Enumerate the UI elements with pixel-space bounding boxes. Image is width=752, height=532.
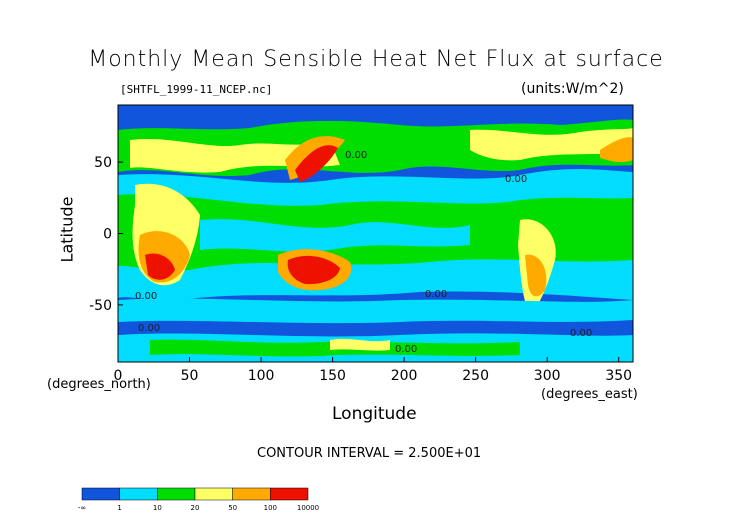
colorbar-swatch (119, 487, 158, 501)
contour-label: 0.00 (138, 323, 160, 334)
colorbar-label: 100 (264, 504, 277, 512)
x-axis-ticks: 0 50 100 150 200 250 300 350 (114, 357, 632, 384)
equatorial-band (200, 219, 470, 252)
colorbar-swatch (232, 487, 271, 501)
x-tick-label: 150 (319, 368, 346, 384)
colorbar-swatch (157, 487, 196, 501)
southern-ocean-cyan (118, 298, 633, 324)
colorbar: -∞ 1 10 20 50 100 10000 (78, 487, 319, 512)
colorbar-label: 20 (191, 504, 200, 512)
x-tick-label: 300 (534, 368, 561, 384)
contour-label: 0.00 (345, 150, 367, 161)
y-axis-unit-note: (degrees_north) (47, 377, 151, 392)
colorbar-swatch (270, 487, 309, 501)
y-tick-label: 0 (103, 227, 112, 243)
north-america-yellow (470, 128, 633, 161)
chart-title: Monthly Mean Sensible Heat Net Flux at s… (88, 47, 664, 72)
contour-interval-note: CONTOUR INTERVAL = 2.500E+01 (257, 446, 482, 461)
contour-label: 0.00 (395, 344, 417, 355)
y-tick-label: 50 (94, 155, 112, 171)
arabia-red (295, 145, 338, 182)
colorbar-label: 1 (117, 504, 121, 512)
x-tick-label: 250 (462, 368, 489, 384)
contour-label: 0.00 (505, 174, 527, 185)
south-america-orange (525, 254, 547, 297)
colorbar-label: 50 (228, 504, 237, 512)
colorbar-label: -∞ (78, 504, 86, 512)
x-tick-label: 50 (181, 368, 199, 384)
contour-label: 0.00 (570, 328, 592, 339)
x-tick-label: 0 (114, 368, 123, 384)
australia-red (287, 255, 340, 285)
antarctica-yellow (330, 338, 390, 351)
x-tick-label: 100 (248, 368, 275, 384)
x-tick-label: 200 (391, 368, 418, 384)
greenland-orange (600, 137, 633, 163)
x-axis-label: Longitude (332, 404, 417, 424)
units-label: (units:W/m^2) (521, 81, 624, 97)
colorbar-label: 10000 (297, 504, 319, 512)
contour-label: 0.00 (135, 291, 157, 302)
y-tick-label: -50 (89, 298, 112, 314)
x-axis-unit-note: (degrees_east) (541, 387, 638, 402)
colorbar-swatch (194, 487, 233, 501)
dataset-filename: [SHTFL_1999-11_NCEP.nc] (120, 83, 273, 96)
contour-label: 0.00 (425, 289, 447, 300)
x-tick-label: 350 (605, 368, 632, 384)
flux-field (118, 105, 633, 362)
contour-labels: 0.00 0.00 0.00 0.00 0.00 0.00 0.00 (135, 150, 592, 355)
africa-red (145, 253, 175, 280)
y-axis-label: Latitude (57, 196, 77, 263)
colorbar-label: 10 (153, 504, 162, 512)
y-axis-ticks: 50 0 -50 (89, 155, 123, 314)
colorbar-swatch (81, 487, 120, 501)
